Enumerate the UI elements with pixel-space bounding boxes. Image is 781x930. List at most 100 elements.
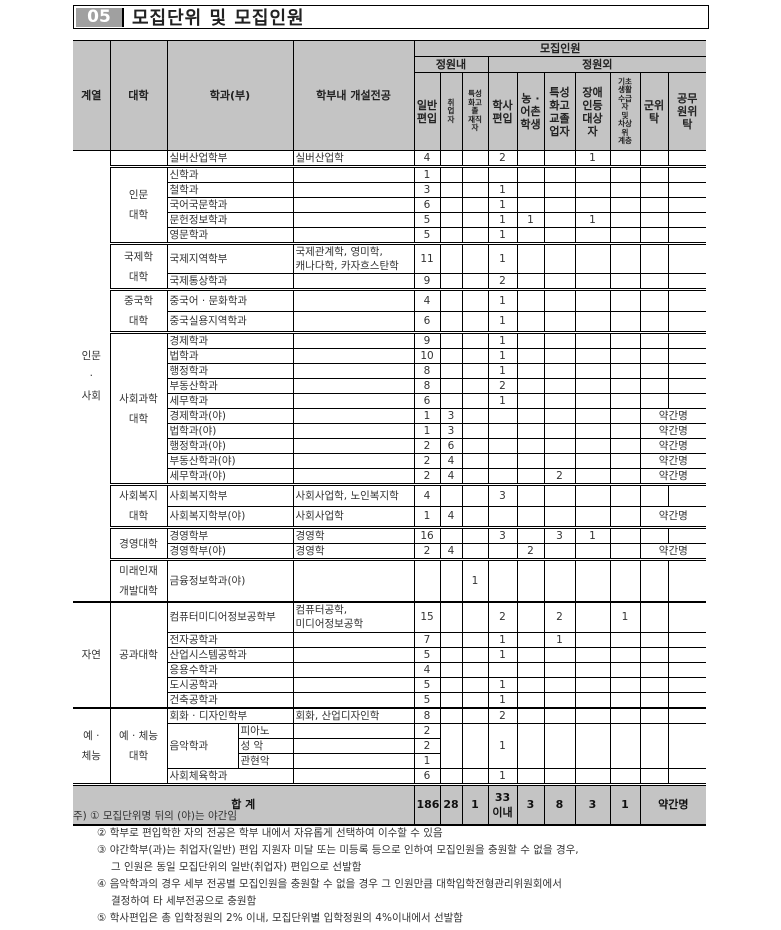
department-cell: 국어국문학과: [166, 197, 294, 213]
college-cell: 인문 대학: [109, 165, 168, 244]
value-cell: [461, 722, 489, 769]
sub-major-row: 성 악: [168, 737, 292, 753]
value-cell: [667, 288, 707, 312]
value-cell: [543, 505, 576, 528]
value-cell: [439, 227, 463, 244]
college-cell: 예 · 체능 대학: [109, 706, 168, 785]
majors-cell: [292, 227, 415, 244]
value-cell: [487, 438, 518, 454]
department-cell: 영문학과: [166, 227, 294, 244]
value-cell: [574, 273, 611, 290]
value-cell: [516, 393, 545, 409]
value-cell: [667, 212, 707, 228]
value-cell: [574, 310, 611, 333]
value-cell: [609, 182, 641, 198]
majors-cell: [292, 165, 415, 183]
value-cell: [639, 242, 669, 274]
department-cell: 경제학과(야): [166, 408, 294, 424]
value-cell: [516, 526, 545, 544]
value-cell: [516, 438, 545, 454]
value-cell: [461, 288, 489, 312]
value-cell: 1: [487, 212, 518, 228]
value-cell: [461, 227, 489, 244]
value-cell: [439, 722, 463, 769]
value-cell: [439, 676, 463, 693]
value-cell: [461, 197, 489, 213]
value-cell: 1: [487, 227, 518, 244]
value-cell: [543, 273, 576, 290]
department-cell: 법학과(야): [166, 423, 294, 439]
value-cell: 약간명: [639, 543, 707, 560]
value-cell: [439, 661, 463, 678]
footnote-prefix: 주): [73, 810, 87, 822]
table-row: 인문 · 사회 실버산업학부 실버산업학 4 2 1: [73, 150, 707, 603]
value-cell: [639, 676, 669, 693]
majors-cell: [292, 197, 415, 213]
footnote-mark: ③: [97, 844, 107, 856]
value-cell: 6: [439, 438, 463, 454]
majors-cell: 경영학: [292, 543, 415, 560]
footnote-continuation: 결정하여 타 세부전공으로 충원함: [111, 895, 257, 907]
value-cell: 2: [413, 737, 440, 754]
value-cell: 2: [487, 378, 518, 394]
department-cell: 부동산학과: [166, 378, 294, 394]
majors-cell: 회화, 산업디자인학: [292, 706, 415, 724]
table-row: 예 · 체능 예 · 체능 대학 회화 · 디자인학부 회화, 산업디자인학 8 2: [73, 706, 707, 785]
table-row: 중국실용지역학과 6 1: [73, 310, 707, 333]
value-cell: [543, 393, 576, 409]
college-cell: 미래인재 개발대학: [109, 558, 168, 603]
college-cell: 중국학 대학: [109, 288, 168, 333]
value-cell: [639, 722, 669, 769]
value-cell: 4: [439, 453, 463, 469]
table-row: 국어국문학과 6 1: [73, 197, 707, 213]
value-cell: 1: [461, 558, 489, 603]
value-cell: 2: [487, 706, 518, 724]
value-cell: [439, 212, 463, 228]
value-cell: 2: [516, 543, 545, 560]
value-cell: [413, 558, 441, 603]
value-cell: [667, 310, 707, 333]
department-cell: 행정학과: [166, 363, 294, 379]
value-cell: [639, 310, 669, 333]
value-cell: [516, 227, 545, 244]
value-cell: [487, 453, 518, 469]
department-cell: 행정학과(야): [166, 438, 294, 454]
value-cell: [639, 601, 669, 633]
majors-cell: [292, 752, 415, 769]
value-cell: [439, 165, 463, 183]
value-cell: [439, 483, 463, 507]
value-cell: [609, 558, 641, 603]
value-cell: 5: [413, 227, 441, 244]
value-cell: [609, 288, 641, 312]
sub-major-row: 관현악: [168, 752, 292, 767]
value-cell: [574, 197, 611, 213]
majors-cell: [292, 767, 415, 785]
value-cell: [574, 453, 611, 469]
value-cell: 1: [413, 423, 441, 439]
department-cell: 음악학과 피아노 성 악 관현악: [166, 722, 294, 769]
majors-cell: [292, 393, 415, 409]
table-row: 영문학과 5 1: [73, 227, 707, 244]
value-cell: [667, 661, 707, 678]
value-cell: [609, 676, 641, 693]
value-cell: 2: [413, 722, 441, 739]
value-cell: [543, 558, 576, 603]
value-cell: [574, 393, 611, 409]
value-cell: [543, 676, 576, 693]
value-cell: [461, 423, 489, 439]
value-cell: [439, 348, 463, 364]
footnote-text: 학부로 편입학한 자의 전공은 학부 내에서 자유롭게 선택하여 이수할 수 있…: [109, 827, 443, 839]
value-cell: [516, 331, 545, 349]
value-cell: [543, 483, 576, 507]
value-cell: [461, 676, 489, 693]
table-row: 사회복지 대학 사회복지학부 사회사업학, 노인복지학 4 3: [73, 483, 707, 528]
college-cell: 사회복지 대학: [109, 483, 168, 528]
value-cell: [574, 722, 611, 769]
value-cell: [639, 331, 669, 349]
value-cell: 15: [413, 601, 441, 633]
value-cell: 1: [487, 646, 518, 663]
value-cell: 1: [543, 631, 576, 648]
sub-major-name: 피아노: [237, 724, 292, 738]
value-cell: [574, 483, 611, 507]
value-cell: [439, 631, 463, 648]
